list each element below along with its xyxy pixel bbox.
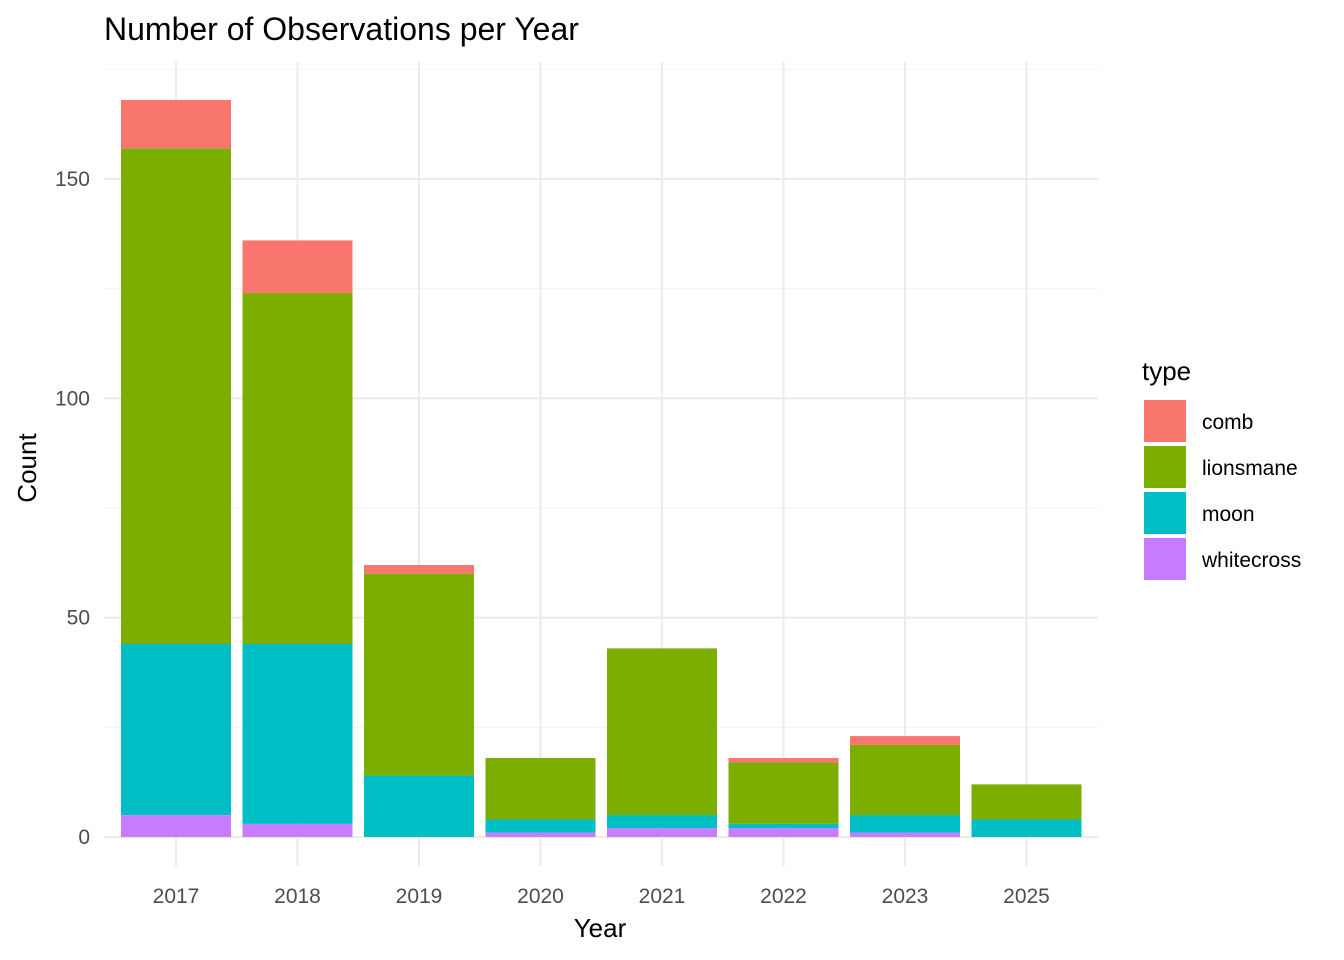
y-tick-label: 0: [78, 826, 90, 849]
legend-label-moon: moon: [1202, 503, 1255, 526]
legend-key-comb: [1144, 400, 1186, 442]
bar-2021-moon: [607, 815, 717, 829]
legend-title: type: [1142, 356, 1191, 386]
bar-2017-whitecross: [121, 815, 231, 837]
x-tick-label: 2020: [517, 885, 564, 908]
bar-2020-whitecross: [485, 832, 596, 837]
bar-2019-comb: [364, 565, 474, 574]
bar-2022-whitecross: [728, 828, 839, 837]
bar-2021-lionsmane: [607, 648, 717, 816]
bar-2017-lionsmane: [121, 148, 231, 644]
bar-2023-moon: [850, 815, 960, 833]
bar-2022-moon: [728, 823, 839, 829]
chart-title: Number of Observations per Year: [104, 11, 579, 47]
bar-2023-whitecross: [850, 832, 960, 837]
x-tick-label: 2018: [274, 885, 321, 908]
legend-label-comb: comb: [1202, 411, 1253, 434]
bar-2018-comb: [242, 240, 353, 294]
x-tick-label: 2023: [882, 885, 929, 908]
legend-label-whitecross: whitecross: [1201, 549, 1301, 572]
x-tick-label: 2022: [760, 885, 807, 908]
y-tick-label: 150: [55, 168, 90, 191]
x-tick-label: 2019: [396, 885, 443, 908]
bar-2025-lionsmane: [971, 784, 1082, 820]
bar-2020-moon: [485, 819, 596, 833]
bars: [121, 100, 1082, 837]
bar-2022-comb: [728, 758, 839, 763]
legend-key-lionsmane: [1144, 446, 1186, 488]
legend-key-moon: [1144, 492, 1186, 534]
bar-2021-whitecross: [607, 828, 717, 837]
x-tick-labels: 2017 2018 2019 2020 2021 2022 2023 2025: [153, 885, 1050, 908]
bar-2020-lionsmane: [485, 758, 596, 820]
x-axis-title: Year: [574, 913, 627, 943]
x-tick-label: 2021: [639, 885, 686, 908]
y-axis-title: Count: [12, 433, 42, 503]
bar-2018-moon: [242, 643, 353, 824]
bar-2017-comb: [121, 100, 231, 149]
y-tick-label: 50: [67, 607, 90, 630]
bar-2019-lionsmane: [364, 573, 474, 776]
bar-2025-moon: [971, 819, 1082, 837]
bar-2017-moon: [121, 643, 231, 816]
legend: type comb lionsmane moon whitecross: [1142, 356, 1301, 580]
bar-2022-lionsmane: [728, 762, 839, 824]
bar-2018-whitecross: [242, 823, 353, 837]
legend-label-lionsmane: lionsmane: [1202, 457, 1298, 480]
y-tick-labels: 0 50 100 150: [55, 168, 90, 849]
bar-2023-comb: [850, 736, 960, 745]
bar-2018-lionsmane: [242, 293, 353, 644]
x-tick-label: 2017: [153, 885, 200, 908]
x-tick-label: 2025: [1003, 885, 1050, 908]
bar-2019-moon: [364, 775, 474, 837]
legend-key-whitecross: [1144, 538, 1186, 580]
bar-2023-lionsmane: [850, 744, 960, 816]
y-tick-label: 100: [55, 387, 90, 410]
